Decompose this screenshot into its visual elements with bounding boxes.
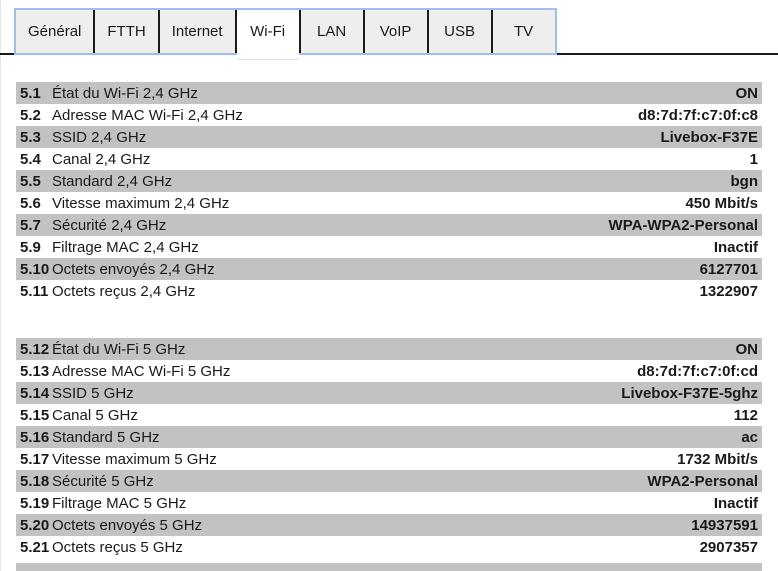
row-label: Octets envoyés 5 GHz: [52, 516, 203, 534]
table-row: 5.7 Sécurité 2,4 GHz WPA-WPA2-Personal: [16, 214, 762, 236]
row-label: Vitesse maximum 2,4 GHz: [52, 194, 230, 212]
row-number: 5.9: [20, 238, 41, 256]
row-label: Standard 2,4 GHz: [52, 172, 173, 190]
row-value: WPA2-Personal: [647, 472, 758, 490]
tab-lan[interactable]: LAN: [298, 10, 363, 53]
table-row: 5.18 Sécurité 5 GHz WPA2-Personal: [16, 470, 762, 492]
table-row: 5.12 État du Wi-Fi 5 GHz ON: [16, 338, 762, 360]
row-label: Filtrage MAC 2,4 GHz: [52, 238, 199, 256]
row-number: 5.2: [20, 106, 41, 124]
table-row: 5.17 Vitesse maximum 5 GHz 1732 Mbit/s: [16, 448, 762, 470]
row-value: 1732 Mbit/s: [677, 450, 758, 468]
row-number: 5.16: [20, 428, 50, 446]
page-left-border: [0, 0, 1, 571]
table-row: 5.5 Standard 2,4 GHz bgn: [16, 170, 762, 192]
table-row: 5.1 État du Wi-Fi 2,4 GHz ON: [16, 82, 762, 104]
row-number: 5.1: [20, 84, 41, 102]
row-value: ON: [735, 84, 759, 102]
row-value: 1322907: [699, 282, 758, 300]
row-label: État du Wi-Fi 2,4 GHz: [52, 84, 198, 102]
row-label: Adresse MAC Wi-Fi 5 GHz: [52, 362, 231, 380]
row-number: 5.10: [20, 260, 50, 278]
table-row: 5.15 Canal 5 GHz 112: [16, 404, 762, 426]
tab-internet[interactable]: Internet: [157, 10, 235, 53]
row-value: 6127701: [699, 260, 758, 278]
row-number: 5.5: [20, 172, 41, 190]
row-number: 5.19: [20, 494, 50, 512]
row-number: 5.18: [20, 472, 50, 490]
table-row: 5.9 Filtrage MAC 2,4 GHz Inactif: [16, 236, 762, 258]
row-value: 450 Mbit/s: [685, 194, 758, 212]
row-value: 1: [749, 150, 758, 168]
row-value: d8:7d:7f:c7:0f:cd: [637, 362, 758, 380]
row-label: Octets reçus 2,4 GHz: [52, 282, 196, 300]
wifi-5ghz-table: 5.12 État du Wi-Fi 5 GHz ON 5.13 Adresse…: [16, 338, 762, 558]
table-row: 5.21 Octets reçus 5 GHz 2907357: [16, 536, 762, 558]
tab-usb[interactable]: USB: [426, 10, 491, 53]
row-value: WPA-WPA2-Personal: [608, 216, 758, 234]
row-number: 5.17: [20, 450, 50, 468]
row-number: 5.15: [20, 406, 50, 424]
row-value: Inactif: [713, 494, 758, 512]
row-value: d8:7d:7f:c7:0f:c8: [637, 106, 758, 124]
row-value: Livebox-F37E: [660, 128, 758, 146]
table-row: 5.16 Standard 5 GHz ac: [16, 426, 762, 448]
table-row: 5.20 Octets envoyés 5 GHz 14937591: [16, 514, 762, 536]
row-label: Standard 5 GHz: [52, 428, 160, 446]
tab-ftth[interactable]: FTTH: [93, 10, 158, 53]
table-row: 5.13 Adresse MAC Wi-Fi 5 GHz d8:7d:7f:c7…: [16, 360, 762, 382]
row-value: 14937591: [691, 516, 758, 534]
table-row: 5.10 Octets envoyés 2,4 GHz 6127701: [16, 258, 762, 280]
row-value: 2907357: [699, 538, 758, 556]
row-label: Sécurité 5 GHz: [52, 472, 154, 490]
table-row: 5.3 SSID 2,4 GHz Livebox-F37E: [16, 126, 762, 148]
row-number: 5.13: [20, 362, 50, 380]
row-number: 5.21: [20, 538, 50, 556]
row-number: 5.7: [20, 216, 41, 234]
wifi-24ghz-table: 5.1 État du Wi-Fi 2,4 GHz ON 5.2 Adresse…: [16, 82, 762, 302]
row-number: 5.3: [20, 128, 41, 146]
row-number: 5.6: [20, 194, 41, 212]
row-number: 5.4: [20, 150, 41, 168]
tab-bar: Général FTTH Internet Wi-Fi LAN VoIP USB…: [14, 8, 557, 60]
row-label: Adresse MAC Wi-Fi 2,4 GHz: [52, 106, 243, 124]
row-value: Livebox-F37E-5ghz: [621, 384, 758, 402]
tab-wifi[interactable]: Wi-Fi: [234, 10, 299, 60]
row-value: ON: [735, 340, 759, 358]
row-label: État du Wi-Fi 5 GHz: [52, 340, 186, 358]
row-label: Octets reçus 5 GHz: [52, 538, 183, 556]
row-value: 112: [733, 406, 758, 424]
partial-next-row: [16, 563, 762, 571]
row-value: Inactif: [713, 238, 758, 256]
row-number: 5.14: [20, 384, 50, 402]
tab-tv[interactable]: TV: [490, 10, 555, 53]
row-number: 5.20: [20, 516, 50, 534]
row-value: bgn: [730, 172, 759, 190]
table-row: 5.14 SSID 5 GHz Livebox-F37E-5ghz: [16, 382, 762, 404]
table-row: 5.19 Filtrage MAC 5 GHz Inactif: [16, 492, 762, 514]
row-value: ac: [741, 428, 758, 446]
table-row: 5.11 Octets reçus 2,4 GHz 1322907: [16, 280, 762, 302]
tab-general[interactable]: Général: [16, 10, 94, 53]
row-label: Canal 2,4 GHz: [52, 150, 151, 168]
row-number: 5.12: [20, 340, 50, 358]
row-label: Vitesse maximum 5 GHz: [52, 450, 217, 468]
row-label: Filtrage MAC 5 GHz: [52, 494, 187, 512]
row-label: Sécurité 2,4 GHz: [52, 216, 167, 234]
row-label: Octets envoyés 2,4 GHz: [52, 260, 215, 278]
tab-voip[interactable]: VoIP: [362, 10, 427, 53]
table-row: 5.2 Adresse MAC Wi-Fi 2,4 GHz d8:7d:7f:c…: [16, 104, 762, 126]
row-label: Canal 5 GHz: [52, 406, 138, 424]
row-label: SSID 5 GHz: [52, 384, 134, 402]
row-number: 5.11: [20, 282, 49, 300]
table-row: 5.4 Canal 2,4 GHz 1: [16, 148, 762, 170]
row-label: SSID 2,4 GHz: [52, 128, 147, 146]
table-row: 5.6 Vitesse maximum 2,4 GHz 450 Mbit/s: [16, 192, 762, 214]
